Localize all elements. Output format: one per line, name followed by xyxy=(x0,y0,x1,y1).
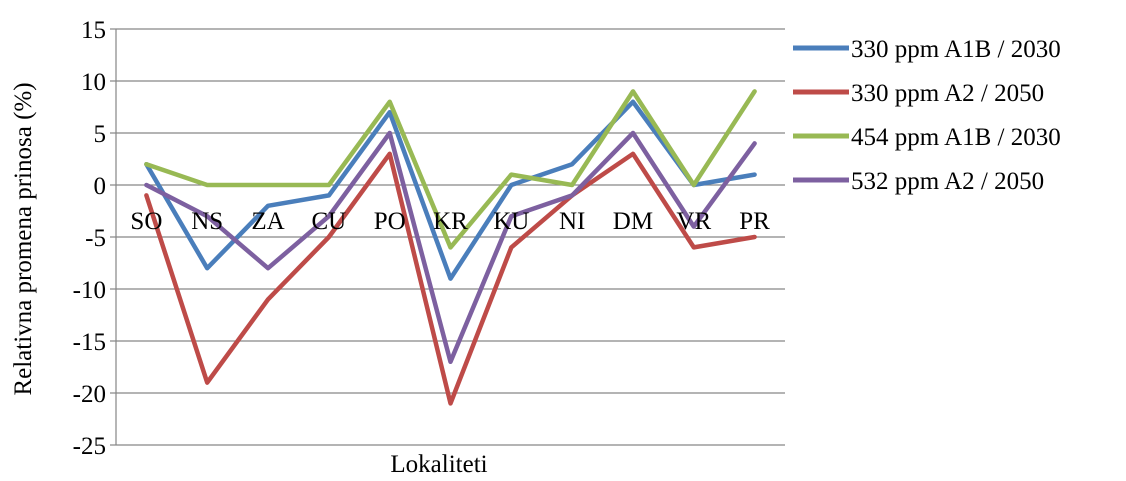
legend: 330 ppm A1B / 2030 330 ppm A2 / 2050 454 p… xyxy=(793,36,1061,195)
x-category-label: KU xyxy=(493,208,529,235)
x-category-label: KR xyxy=(433,208,468,235)
y-tick-label: -5 xyxy=(85,225,106,252)
y-tick-label: -25 xyxy=(73,433,106,460)
x-category-label: NS xyxy=(191,208,223,235)
series-line xyxy=(144,130,757,365)
y-tick-label: -15 xyxy=(73,329,106,356)
x-category-labels: SO NS ZA CU PO KR KU NI DM VR PR xyxy=(130,208,770,235)
x-axis-title: Lokaliteti xyxy=(390,451,487,478)
y-tick-label: -10 xyxy=(73,277,106,304)
y-axis-title: Relativna promena prinosa (%) xyxy=(10,82,37,395)
series-lines xyxy=(144,89,757,406)
x-category-label: DM xyxy=(613,208,653,235)
legend-label: 330 ppm A2 / 2050 xyxy=(851,80,1044,107)
x-category-label: NI xyxy=(559,208,585,235)
legend-label: 532 ppm A2 / 2050 xyxy=(851,168,1044,195)
x-category-label: SO xyxy=(130,208,162,235)
x-category-label: VR xyxy=(676,208,711,235)
x-category-label: PO xyxy=(374,208,406,235)
y-tick-label: 0 xyxy=(94,173,107,200)
y-tick-labels: -25 -20 -15 -10 -5 0 5 10 15 xyxy=(73,17,106,460)
x-category-label: ZA xyxy=(251,208,284,235)
series-line xyxy=(144,89,757,250)
axes xyxy=(110,28,785,446)
x-category-label: PR xyxy=(739,208,770,235)
y-tick-label: 10 xyxy=(81,69,106,96)
series-line xyxy=(144,99,757,281)
y-tick-label: 5 xyxy=(94,121,107,148)
y-tick-label: -20 xyxy=(73,381,106,408)
legend-label: 454 ppm A1B / 2030 xyxy=(851,124,1061,151)
y-tick-label: 15 xyxy=(81,17,106,44)
legend-label: 330 ppm A1B / 2030 xyxy=(851,36,1061,63)
x-category-label: CU xyxy=(311,208,346,235)
series-line xyxy=(144,151,757,406)
